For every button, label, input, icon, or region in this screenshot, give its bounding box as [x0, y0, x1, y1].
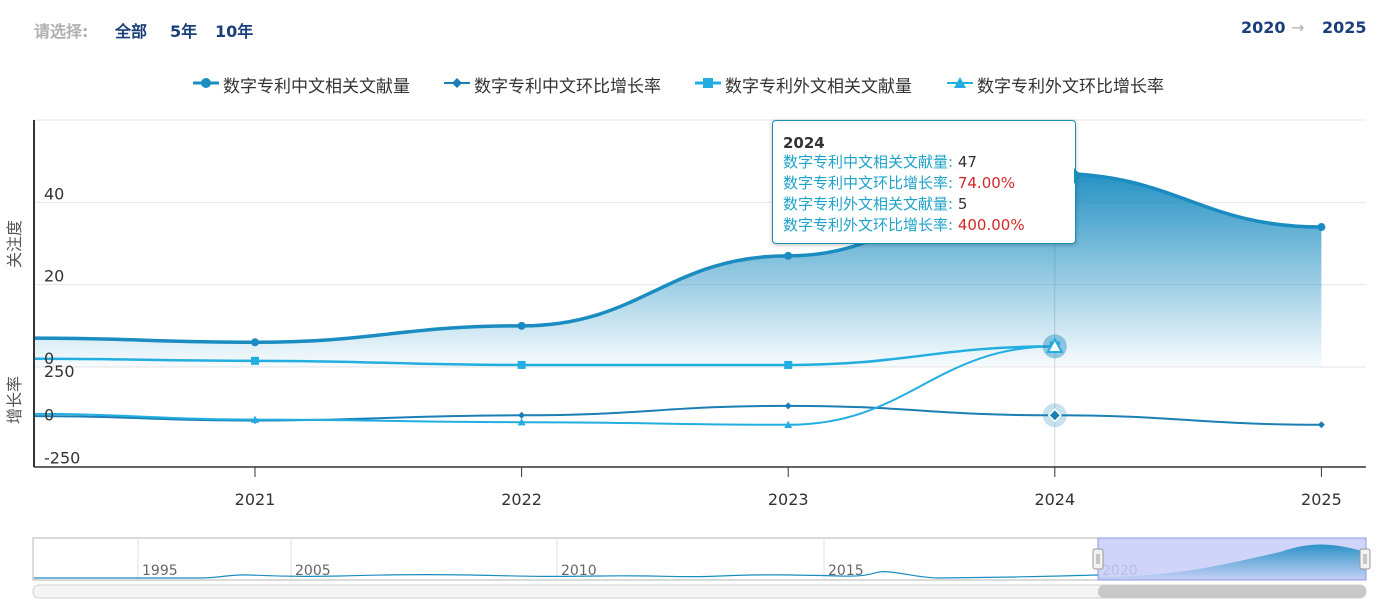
- y-tick-label: 0: [44, 405, 54, 424]
- legend-label: 数字专利外文相关文献量: [725, 77, 912, 97]
- tooltip-series-name: 数字专利外文相关文献量:: [783, 195, 954, 213]
- tooltip-series-name: 数字专利中文环比增长率:: [783, 174, 954, 192]
- data-point: [251, 415, 259, 423]
- navigator-tick-label: 2005: [295, 563, 331, 579]
- y-axis-title: 增长率: [5, 376, 24, 424]
- navigator-left-handle[interactable]: [1092, 548, 1104, 570]
- data-point: [784, 420, 793, 428]
- x-tick-label: 2023: [768, 490, 809, 509]
- navigator-tick-label: 2010: [561, 563, 597, 579]
- diamond-marker-icon: [444, 78, 470, 88]
- range-arrow-icon: →: [1291, 18, 1305, 37]
- x-tick-label: 2022: [501, 490, 542, 509]
- range-all-button[interactable]: 全部: [115, 22, 148, 41]
- tooltip-row: 数字专利外文相关文献量: 5: [783, 194, 967, 215]
- data-point: [784, 360, 793, 369]
- data-point: [1047, 408, 1062, 423]
- y-tick-label: 0: [44, 349, 54, 368]
- data-point: [517, 360, 526, 369]
- series-line: [33, 404, 1322, 426]
- navigator: 19952005201020152020: [32, 537, 1371, 599]
- range-selector-bar: 请选择: 全部 5年 10年 2020 → 2025: [0, 0, 1381, 56]
- data-point: [784, 402, 792, 410]
- navigator-scrollbar-thumb[interactable]: [1098, 585, 1366, 598]
- tooltip-row: 数字专利中文环比增长率: 74.00%: [783, 173, 1015, 194]
- tooltip-series-name: 数字专利外文环比增长率:: [783, 216, 954, 234]
- navigator-line: [34, 571, 1101, 579]
- legend-label: 数字专利外文环比增长率: [977, 77, 1164, 97]
- data-point: [251, 356, 259, 365]
- range-start-year[interactable]: 2020: [1241, 18, 1286, 37]
- navigator-tick-label: 2015: [828, 563, 864, 579]
- range-select-label: 请选择:: [34, 22, 89, 41]
- circle-marker-icon: [193, 78, 219, 88]
- y-tick-label: 40: [44, 184, 64, 203]
- data-point: [784, 251, 793, 260]
- y-tick-label: 250: [44, 362, 75, 381]
- data-point: [1317, 421, 1325, 429]
- triangle-marker-icon: [947, 77, 973, 88]
- data-point: [517, 418, 526, 426]
- navigator-tick-label: 1995: [142, 563, 178, 579]
- tooltip-value: 5: [957, 195, 968, 213]
- tooltip-value: 47: [957, 153, 977, 171]
- data-point: [1317, 223, 1326, 232]
- legend-label: 数字专利中文相关文献量: [223, 77, 410, 97]
- tooltip-pointer: [1074, 168, 1082, 184]
- navigator-right-handle[interactable]: [1359, 548, 1371, 570]
- x-tick-label: 2021: [235, 490, 276, 509]
- data-tooltip: 2024 数字专利中文相关文献量: 47 数字专利中文环比增长率: 74.00%…: [772, 120, 1076, 244]
- legend-label: 数字专利中文环比增长率: [474, 77, 661, 97]
- x-tick-label: 2024: [1034, 490, 1075, 509]
- tooltip-series-name: 数字专利中文相关文献量:: [783, 153, 954, 171]
- data-point: [518, 411, 526, 419]
- square-marker-icon: [695, 78, 721, 88]
- y-axis-title: 关注度: [5, 220, 24, 268]
- x-tick-label: 2025: [1301, 490, 1342, 509]
- tooltip-row: 数字专利中文相关文献量: 47: [783, 152, 977, 173]
- y-tick-label: -250: [44, 448, 80, 467]
- tooltip-row: 数字专利外文环比增长率: 400.00%: [783, 215, 1025, 236]
- navigator-area: [1098, 544, 1366, 580]
- y-tick-label: 20: [44, 267, 64, 286]
- data-point: [251, 338, 259, 347]
- series-line: [33, 345, 1055, 426]
- data-point: [517, 321, 526, 330]
- tooltip-value: 74.00%: [957, 174, 1016, 192]
- tooltip-value: 400.00%: [957, 216, 1025, 234]
- range-5y-button[interactable]: 5年: [170, 22, 198, 41]
- tooltip-title: 2024: [783, 134, 825, 152]
- range-10y-button[interactable]: 10年: [215, 22, 254, 41]
- data-point: [1046, 337, 1064, 353]
- range-end-year[interactable]: 2025: [1322, 18, 1367, 37]
